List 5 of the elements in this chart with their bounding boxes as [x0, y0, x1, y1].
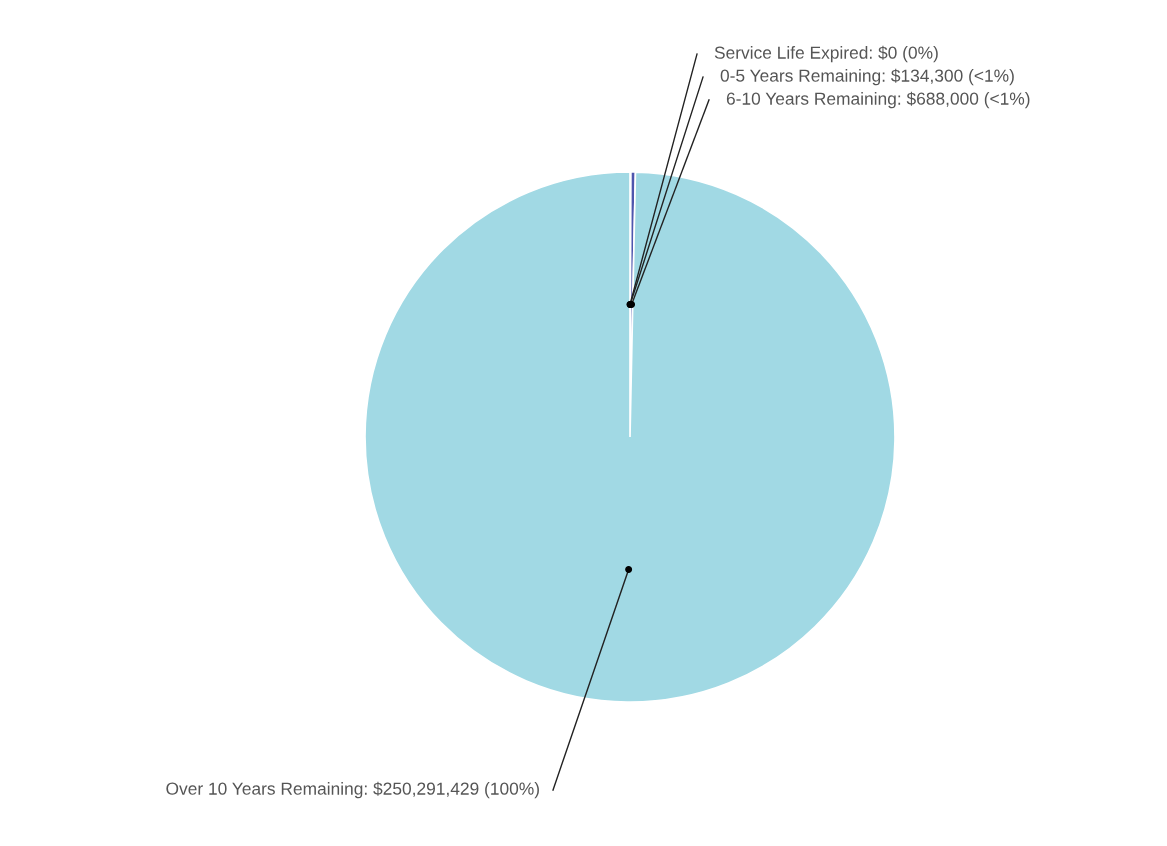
- slice-label: Over 10 Years Remaining: $250,291,429 (100%): [166, 781, 539, 799]
- slice-label: 0-5 Years Remaining: $134,300 (<1%): [720, 68, 1014, 86]
- pie-slice: [364, 171, 896, 703]
- category-label: Service Life Expired: $0 (0%): [714, 45, 938, 63]
- slice-label: 6-10 Years Remaining: $688,000 (<1%): [726, 91, 1030, 109]
